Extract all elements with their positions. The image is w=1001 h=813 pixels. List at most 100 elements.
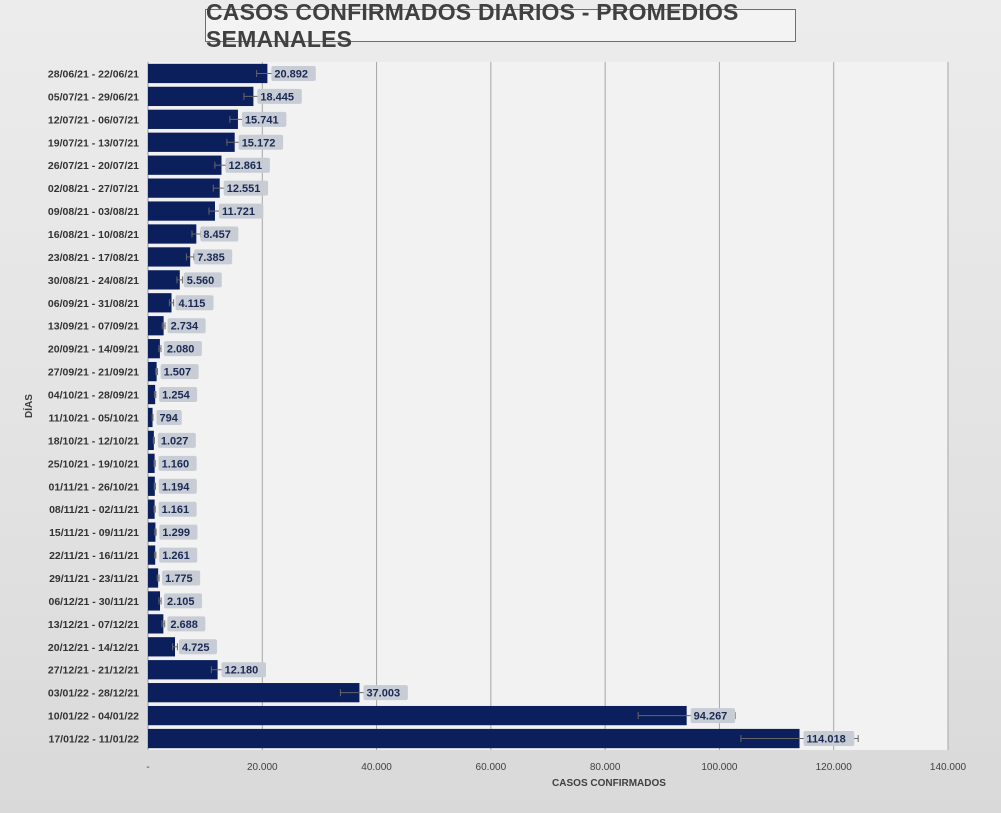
bar	[148, 270, 180, 290]
bar	[148, 178, 220, 198]
category-label: 23/08/21 - 17/08/21	[48, 252, 139, 264]
category-label: 13/12/21 - 07/12/21	[48, 619, 139, 631]
bar	[148, 86, 254, 107]
category-label: 27/12/21 - 21/12/21	[48, 665, 139, 677]
data-label-bg	[225, 157, 270, 173]
data-label-bg	[163, 341, 202, 357]
data-label: 15.172	[242, 137, 276, 149]
data-label-bg	[158, 478, 197, 494]
data-label-bg	[162, 570, 201, 586]
data-label: 94.267	[694, 711, 728, 723]
data-label-bg	[803, 731, 855, 747]
data-label-bg	[179, 639, 217, 655]
bar	[148, 614, 164, 634]
bar	[148, 545, 156, 565]
data-label: 8.457	[203, 229, 231, 241]
data-label-bg	[218, 203, 264, 219]
data-label: 1.027	[161, 435, 189, 447]
data-label: 2.688	[170, 619, 198, 631]
data-label: 11.721	[222, 206, 255, 218]
bar	[148, 384, 156, 405]
x-tick-label: 80.000	[590, 762, 621, 773]
x-tick-label: 60.000	[476, 762, 507, 773]
bar	[148, 660, 218, 680]
data-label: 2.734	[171, 321, 199, 333]
category-label: 02/08/21 - 27/07/21	[48, 183, 139, 195]
category-label: 11/10/21 - 05/10/21	[49, 412, 140, 424]
data-label-bg	[257, 88, 302, 104]
data-label: 114.018	[807, 734, 846, 746]
bar	[148, 339, 160, 359]
category-label: 27/09/21 - 21/09/21	[48, 367, 139, 379]
category-label: 20/12/21 - 14/12/21	[48, 642, 139, 654]
category-label: 12/07/21 - 06/07/21	[48, 114, 139, 126]
bar	[148, 568, 159, 588]
bar	[148, 728, 800, 749]
data-label: 5.560	[187, 275, 215, 287]
data-label: 12.551	[227, 183, 261, 195]
data-label-bg	[175, 295, 214, 311]
data-label: 794	[160, 412, 179, 424]
bar	[148, 430, 154, 451]
data-label-bg	[160, 364, 199, 380]
bar	[148, 63, 268, 84]
data-label: 7.385	[197, 252, 225, 264]
grid-lines	[147, 62, 949, 750]
category-label: 06/09/21 - 31/08/21	[48, 298, 139, 310]
data-label-bg	[157, 432, 196, 448]
category-label: 29/11/21 - 23/11/21	[49, 573, 139, 585]
category-label: 09/08/21 - 03/08/21	[48, 206, 139, 218]
data-label: 1.261	[162, 550, 190, 562]
category-label: 13/09/21 - 07/09/21	[48, 321, 139, 333]
bar	[148, 224, 197, 244]
bars-group: 20.892 18.445 15.741 15.172 12.861 12.551 11.7…	[148, 63, 859, 749]
category-label: 01/11/21 - 26/10/21	[49, 481, 140, 493]
data-label: 1.775	[165, 573, 193, 585]
category-label: 05/07/21 - 29/06/21	[48, 91, 139, 103]
data-label-bg	[164, 593, 203, 609]
bar	[148, 247, 191, 267]
y-axis-title: DÍAS	[22, 394, 35, 418]
data-label: 12.861	[228, 160, 262, 172]
data-label-bg	[158, 455, 197, 471]
data-label: 37.003	[366, 688, 400, 700]
bar	[148, 361, 157, 382]
data-label-bg	[159, 524, 198, 540]
category-labels: 28/06/21 - 22/06/21 05/07/21 - 29/06/21 12…	[48, 68, 139, 745]
category-label: 17/01/22 - 11/01/22	[49, 734, 140, 746]
data-label-bg	[223, 180, 269, 196]
data-label: 1.299	[162, 527, 190, 539]
category-label: 18/10/21 - 12/10/21	[48, 435, 139, 447]
category-label: 30/08/21 - 24/08/21	[48, 275, 139, 287]
bar	[148, 453, 155, 473]
data-label: 2.105	[167, 596, 195, 608]
data-label: 18.445	[260, 91, 294, 103]
data-label: 4.725	[182, 642, 210, 654]
category-label: 04/10/21 - 28/09/21	[48, 390, 139, 402]
x-tick-label: 120.000	[816, 762, 853, 773]
x-tick-label: 40.000	[361, 762, 392, 773]
data-label: 4.115	[179, 298, 206, 310]
category-label: 15/11/21 - 09/11/21	[49, 527, 139, 539]
category-label: 06/12/21 - 30/11/21	[49, 596, 140, 608]
data-label-bg	[159, 547, 198, 563]
bar	[148, 407, 153, 428]
x-tick-label: 140.000	[930, 762, 967, 773]
bar	[148, 476, 155, 496]
bar	[148, 132, 235, 152]
bar	[148, 293, 172, 313]
data-label-bg	[167, 318, 206, 334]
data-label: 12.180	[225, 665, 259, 677]
data-label-bg	[183, 272, 222, 288]
data-label: 1.194	[162, 481, 190, 493]
data-label-bg	[159, 387, 198, 403]
bar	[148, 109, 238, 129]
x-tick-label: 100.000	[701, 762, 738, 773]
data-label-bg	[156, 409, 182, 425]
data-label-bg	[271, 65, 316, 81]
category-label: 16/08/21 - 10/08/21	[48, 229, 139, 241]
bar	[148, 201, 215, 221]
data-label-bg	[194, 249, 233, 265]
category-label: 08/11/21 - 02/11/21	[49, 504, 139, 516]
